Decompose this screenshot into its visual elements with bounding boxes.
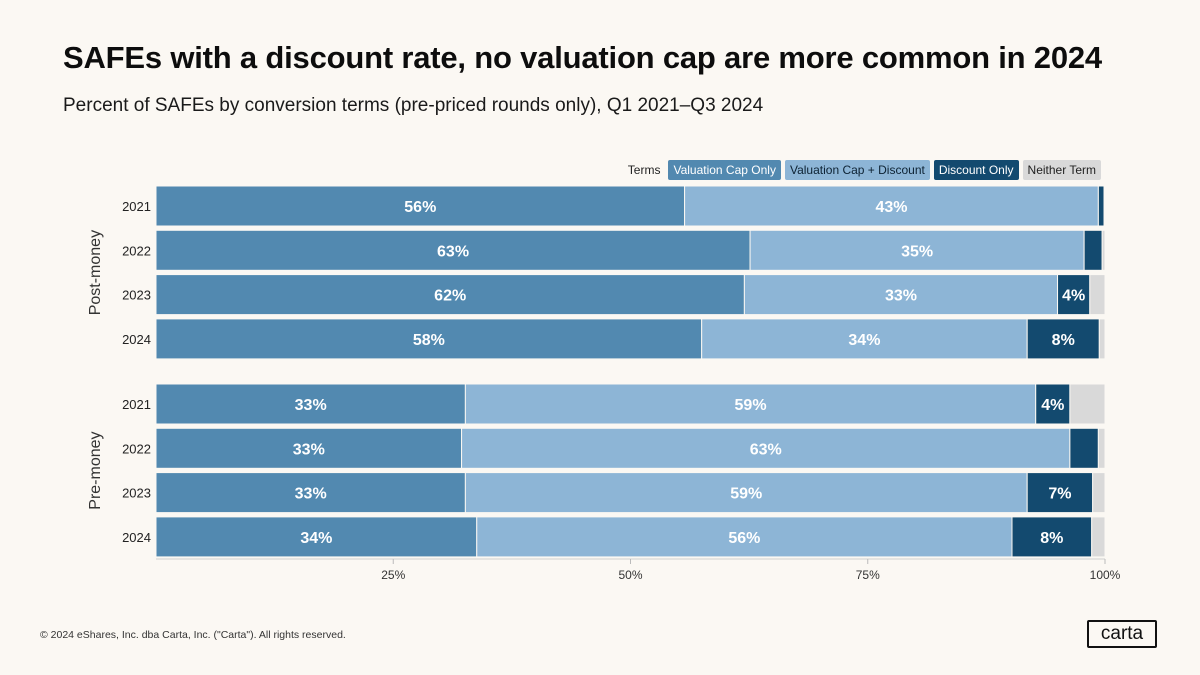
- bar-pre-money-2021-discount-only: [1035, 383, 1071, 425]
- bar-pre-money-2024-neither-term: [1091, 516, 1106, 558]
- bar-post-money-2022-valuation-cap-discount: [749, 229, 1085, 271]
- bar-pre-money-2023-neither-term: [1092, 472, 1106, 514]
- stacked-bar-chart: 2021 56% 43% 2022 63% 35% 2023 62% 33% 4% 2024 58% 3…: [87, 185, 1121, 582]
- carta-logo: carta: [1087, 620, 1157, 648]
- data-label-pre-money-2022-valuation-cap-discount: 63%: [750, 441, 782, 458]
- legend-valuation-cap-discount: Valuation Cap + Discount: [784, 160, 930, 180]
- bar-post-money-2024-discount-only: [1026, 318, 1100, 360]
- bar-post-money-2023-neither-term: [1089, 274, 1106, 316]
- bar-post-money-2023-discount-only: [1057, 274, 1091, 316]
- data-label-pre-money-2023-valuation-cap-only: 33%: [295, 486, 327, 503]
- bar-post-money-2024-valuation-cap-discount: [701, 318, 1028, 360]
- bar-pre-money-2022-valuation-cap-only: [155, 427, 463, 469]
- bar-pre-money-2021-valuation-cap-discount: [464, 383, 1037, 425]
- bar-post-money-2023-valuation-cap-only: [155, 274, 745, 316]
- bar-post-money-2024-valuation-cap-only: [155, 318, 703, 360]
- bar-pre-money-2022-valuation-cap-discount: [461, 427, 1071, 469]
- bar-pre-money-2024-valuation-cap-discount: [476, 516, 1013, 558]
- data-label-post-money-2021-valuation-cap-only: 56%: [404, 199, 436, 216]
- data-label-post-money-2021-valuation-cap-discount: 43%: [875, 199, 907, 216]
- data-label-pre-money-2021-discount-only: 4%: [1041, 397, 1064, 414]
- bar-pre-money-2024-discount-only: [1011, 516, 1093, 558]
- legend-title: Terms: [627, 163, 661, 177]
- data-label-post-money-2024-discount-only: 8%: [1052, 332, 1075, 349]
- data-label-pre-money-2022-valuation-cap-only: 33%: [293, 441, 325, 458]
- data-label-pre-money-2023-discount-only: 7%: [1048, 486, 1071, 503]
- bar-post-money-2022-neither-term: [1101, 229, 1106, 271]
- y-tick-label-pre-money-2023: 2023: [122, 486, 151, 501]
- y-tick-label-post-money-2023: 2023: [122, 288, 151, 303]
- data-label-pre-money-2021-valuation-cap-only: 33%: [295, 397, 327, 414]
- x-tick-label-75: 75%: [856, 568, 880, 582]
- copyright-footer: © 2024 eShares, Inc. dba Carta, Inc. ("C…: [40, 629, 346, 641]
- y-tick-label-pre-money-2021: 2021: [122, 397, 151, 412]
- data-label-post-money-2023-valuation-cap-discount: 33%: [885, 288, 917, 305]
- group-label-post-money: Post-money: [87, 230, 104, 315]
- group-label-pre-money: Pre-money: [87, 431, 104, 509]
- bar-pre-money-2024-valuation-cap-only: [155, 516, 478, 558]
- legend-neither-term: Neither Term: [1022, 160, 1101, 180]
- data-label-post-money-2024-valuation-cap-only: 58%: [413, 332, 445, 349]
- bar-pre-money-2021-valuation-cap-only: [155, 383, 466, 425]
- y-tick-label-post-money-2024: 2024: [122, 332, 151, 347]
- y-tick-label-pre-money-2022: 2022: [122, 441, 151, 456]
- bar-post-money-2021-neither-term: [1103, 185, 1106, 227]
- bar-pre-money-2023-discount-only: [1026, 472, 1094, 514]
- bar-pre-money-2022-neither-term: [1097, 427, 1106, 469]
- legend-discount-only: Discount Only: [933, 160, 1019, 180]
- bar-pre-money-2023-valuation-cap-only: [155, 472, 466, 514]
- chart-subtitle: Percent of SAFEs by conversion terms (pr…: [63, 95, 764, 116]
- y-tick-label-post-money-2022: 2022: [122, 243, 151, 258]
- data-label-pre-money-2024-discount-only: 8%: [1040, 530, 1063, 547]
- bar-post-money-2022-valuation-cap-only: [155, 229, 751, 271]
- bar-post-money-2021-valuation-cap-discount: [684, 185, 1099, 227]
- bar-pre-money-2023-valuation-cap-discount: [464, 472, 1028, 514]
- data-label-pre-money-2023-valuation-cap-discount: 59%: [730, 486, 762, 503]
- data-label-pre-money-2021-valuation-cap-discount: 59%: [735, 397, 767, 414]
- bar-pre-money-2021-neither-term: [1069, 383, 1106, 425]
- y-tick-label-post-money-2021: 2021: [122, 199, 151, 214]
- bar-post-money-2022-discount-only: [1083, 229, 1103, 271]
- x-tick-label-25: 25%: [381, 568, 405, 582]
- bar-post-money-2021-discount-only: [1097, 185, 1105, 227]
- x-tick-label-100: 100%: [1090, 568, 1121, 582]
- data-label-post-money-2023-valuation-cap-only: 62%: [434, 288, 466, 305]
- bar-pre-money-2022-discount-only: [1069, 427, 1099, 469]
- bar-post-money-2021-valuation-cap-only: [155, 185, 686, 227]
- legend-valuation-cap-only: Valuation Cap Only: [668, 160, 781, 180]
- x-tick-label-50: 50%: [618, 568, 642, 582]
- data-label-pre-money-2024-valuation-cap-discount: 56%: [728, 530, 760, 547]
- y-tick-label-pre-money-2024: 2024: [122, 530, 151, 545]
- data-label-post-money-2024-valuation-cap-discount: 34%: [848, 332, 880, 349]
- data-label-post-money-2022-valuation-cap-only: 63%: [437, 243, 469, 260]
- data-label-post-money-2022-valuation-cap-discount: 35%: [901, 243, 933, 260]
- legend: Terms Valuation Cap Only Valuation Cap +…: [628, 160, 1101, 180]
- chart-title: SAFEs with a discount rate, no valuation…: [63, 40, 1102, 75]
- bar-post-money-2024-neither-term: [1098, 318, 1106, 360]
- data-label-post-money-2023-discount-only: 4%: [1062, 288, 1085, 305]
- data-label-pre-money-2024-valuation-cap-only: 34%: [300, 530, 332, 547]
